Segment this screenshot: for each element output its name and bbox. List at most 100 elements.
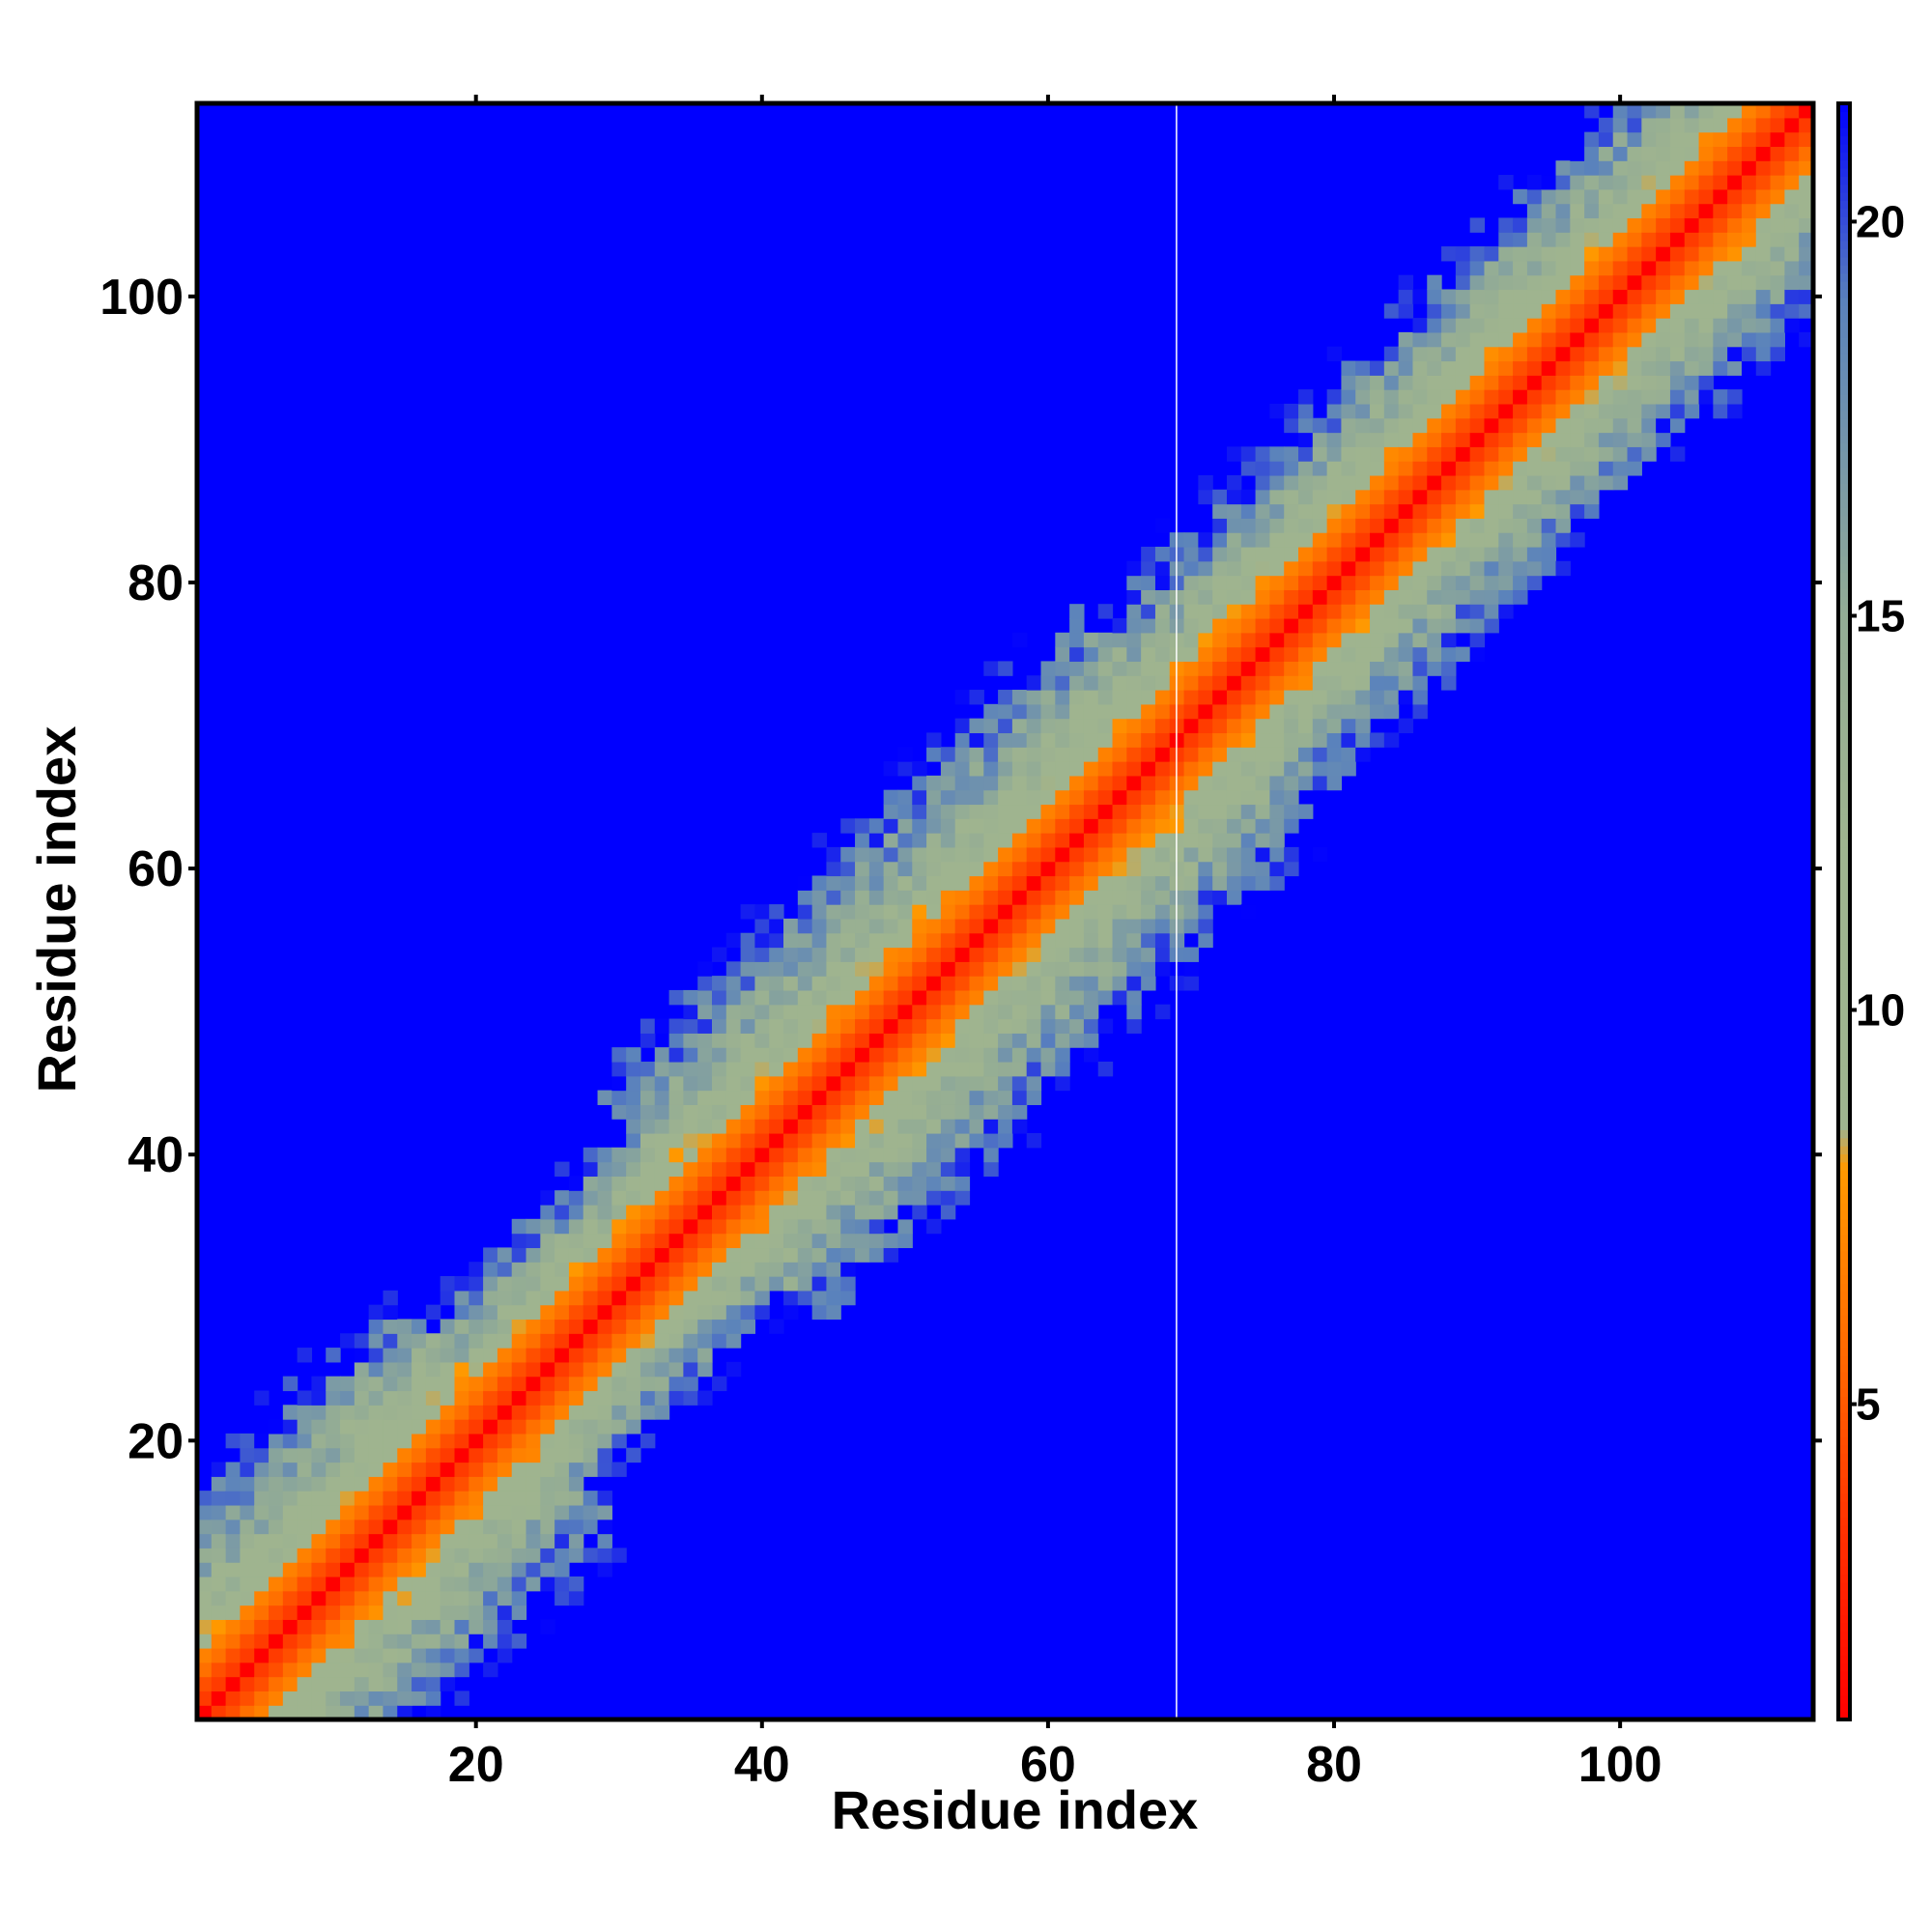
heatmap-cell	[912, 976, 927, 991]
heatmap-cell	[797, 1004, 813, 1020]
heatmap-cell	[554, 1205, 570, 1220]
heatmap-cell	[940, 818, 956, 834]
heatmap-cell	[1484, 489, 1499, 505]
heatmap-cell	[1669, 232, 1686, 247]
heatmap-cell	[1584, 146, 1600, 161]
heatmap-cell	[1355, 474, 1371, 491]
heatmap-cell	[969, 846, 984, 863]
heatmap-cell	[1570, 303, 1585, 319]
heatmap-cell	[1513, 217, 1528, 233]
heatmap-cell	[1026, 989, 1042, 1006]
heatmap-cell	[1784, 117, 1800, 133]
heatmap-cell	[1255, 675, 1270, 691]
heatmap-cell	[1641, 175, 1657, 190]
heatmap-cell	[297, 1491, 313, 1506]
heatmap-cell	[383, 1462, 398, 1477]
heatmap-cell	[1126, 804, 1142, 819]
heatmap-cell	[912, 890, 927, 905]
heatmap-cell	[1484, 417, 1499, 434]
heatmap-cell	[1011, 789, 1028, 806]
colorbar-segment	[1838, 1525, 1850, 1535]
heatmap-cell	[1741, 203, 1757, 219]
heatmap-cell	[1770, 146, 1785, 161]
heatmap-cell	[1212, 604, 1228, 619]
heatmap-cell	[683, 1319, 698, 1334]
heatmap-cell	[383, 1491, 398, 1506]
heatmap-cell	[1612, 175, 1629, 190]
heatmap-cell	[1284, 846, 1299, 863]
heatmap-cell	[1298, 804, 1314, 819]
heatmap-cell	[1541, 432, 1557, 447]
heatmap-cell	[998, 775, 1013, 791]
heatmap-cell	[383, 1290, 398, 1306]
heatmap-cell	[483, 1491, 498, 1506]
heatmap-cell	[912, 904, 927, 920]
heatmap-cell	[1284, 818, 1299, 834]
colorbar-segment	[1838, 1065, 1850, 1074]
heatmap-cell	[926, 1061, 942, 1077]
heatmap-cell	[868, 961, 885, 977]
heatmap-cell	[1255, 503, 1270, 519]
heatmap-cell	[1097, 775, 1114, 791]
heatmap-cell	[1627, 131, 1642, 148]
heatmap-cell	[1469, 632, 1486, 648]
heatmap-cell	[883, 846, 899, 863]
heatmap-cell	[611, 1348, 627, 1363]
heatmap-cell	[368, 1605, 384, 1620]
heatmap-cell	[855, 1147, 870, 1163]
heatmap-cell	[1669, 360, 1686, 376]
heatmap-cell	[926, 1176, 942, 1191]
heatmap-cell	[769, 1090, 784, 1105]
heatmap-cell	[654, 1132, 670, 1149]
heatmap-cell	[783, 1033, 799, 1048]
heatmap-cell	[254, 1548, 270, 1563]
heatmap-cell	[1555, 461, 1571, 476]
heatmap-cell	[855, 1104, 870, 1120]
heatmap-cell	[897, 947, 913, 962]
heatmap-cell	[1584, 217, 1600, 233]
heatmap-cell	[1570, 246, 1585, 262]
heatmap-cell	[926, 1147, 942, 1163]
colorbar-segment	[1838, 620, 1850, 630]
heatmap-cell	[1555, 232, 1571, 247]
heatmap-cell	[1526, 575, 1543, 590]
heatmap-cell	[926, 1075, 942, 1092]
heatmap-cell	[1555, 260, 1571, 276]
colorbar-segment	[1838, 459, 1850, 469]
heatmap-cell	[1799, 203, 1814, 219]
heatmap-cell	[1427, 518, 1442, 533]
heatmap-cell	[954, 1104, 971, 1120]
colorbar-segment	[1838, 1008, 1850, 1017]
heatmap-cell	[425, 1462, 441, 1477]
heatmap-cell	[740, 1319, 756, 1334]
heatmap-cell	[240, 1462, 255, 1477]
heatmap-cell	[940, 1075, 956, 1092]
heatmap-cell	[697, 1004, 713, 1020]
heatmap-cell	[998, 890, 1013, 905]
heatmap-cell	[683, 1075, 698, 1092]
heatmap-cell	[940, 1033, 956, 1048]
heatmap-cell	[783, 1276, 799, 1292]
heatmap-cell	[754, 1061, 770, 1077]
heatmap-cell	[568, 1247, 584, 1263]
heatmap-cell	[354, 1590, 370, 1606]
heatmap-cell	[769, 1119, 784, 1134]
heatmap-cell	[998, 732, 1013, 748]
heatmap-cell	[897, 976, 913, 991]
heatmap-cell	[797, 918, 813, 934]
heatmap-cell	[1126, 875, 1142, 891]
colorbar-segment	[1838, 531, 1850, 541]
heatmap-cell	[1269, 446, 1285, 462]
heatmap-cell	[1126, 560, 1142, 577]
heatmap-cell	[1183, 690, 1199, 705]
heatmap-cell	[469, 1348, 484, 1363]
heatmap-cell	[1612, 289, 1629, 304]
heatmap-cell	[383, 1333, 398, 1349]
heatmap-cell	[1240, 661, 1257, 676]
heatmap-cell	[697, 1247, 713, 1263]
heatmap-cell	[1383, 375, 1400, 390]
heatmap-cell	[1198, 604, 1213, 619]
heatmap-cell	[1126, 703, 1142, 720]
heatmap-cell	[1770, 246, 1785, 262]
heatmap-cell	[1097, 875, 1114, 891]
